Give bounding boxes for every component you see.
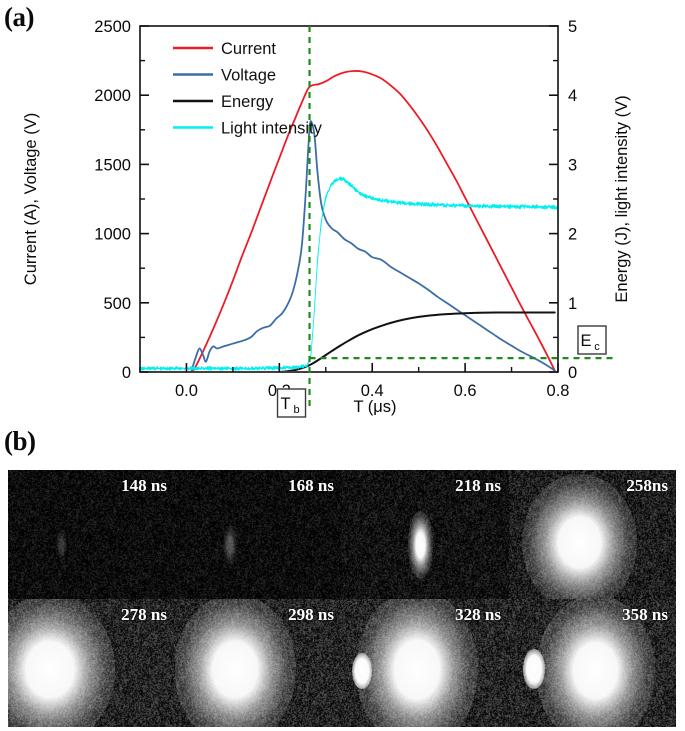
frame-timestamp: 278 ns	[121, 604, 167, 624]
frame-cell[interactable]: 148 ns	[8, 470, 175, 599]
frame-cell[interactable]: 218 ns	[342, 470, 509, 599]
frame-timestamp: 218 ns	[455, 476, 501, 495]
y-tick-label-right: 1	[568, 295, 577, 313]
frame-timestamp: 258ns	[626, 476, 668, 495]
frame-cell[interactable]: 328 ns	[342, 598, 509, 727]
frame-cell[interactable]: 278 ns	[8, 598, 175, 727]
tb-label-box	[276, 388, 307, 418]
y-axis-title-left: Current (A), Voltage (V)	[22, 113, 40, 285]
plot-border	[139, 25, 559, 373]
chart-svg: 050010001500200025000123450.00.20.40.60.…	[22, 18, 631, 418]
y-tick-label-left: 1500	[94, 156, 131, 174]
y-tick-label-right: 2	[568, 226, 577, 244]
y-tick-label-right: 3	[568, 156, 577, 174]
frame-row: 148 ns 168 ns 218 ns 258ns	[8, 470, 676, 599]
y-tick-label-left: 2000	[94, 87, 131, 105]
series-layer	[141, 70, 557, 371]
ec-label-text: E	[580, 332, 591, 350]
tb-label-subscript: b	[293, 404, 299, 416]
axis-tick-labels: 050010001500200025000123450.00.20.40.60.…	[94, 18, 577, 400]
high-speed-frames-panel: 148 ns 168 ns 218 ns 258ns 278 ns 298 ns 328 n…	[8, 470, 676, 727]
plasma-blob	[56, 528, 67, 561]
frame-timestamp: 358 ns	[622, 604, 668, 624]
series-voltage	[190, 120, 556, 371]
frame-cell[interactable]: 258ns	[509, 470, 676, 599]
x-tick-label: 0.6	[454, 382, 477, 400]
y-tick-label-left: 0	[122, 364, 131, 382]
plasma-blob	[175, 598, 297, 727]
legend-label-voltage: Voltage	[221, 67, 276, 85]
chart-legend: Current Voltage Energy Light intensity	[173, 40, 323, 138]
plasma-blob-secondary	[523, 649, 546, 690]
plasma-blob	[521, 473, 637, 599]
y-tick-label-right: 4	[568, 87, 577, 105]
axis-titles: Current (A), Voltage (V) Energy (J), ligh…	[22, 95, 631, 416]
plot-frame	[139, 25, 559, 373]
frame-timestamp: 328 ns	[455, 604, 501, 624]
axis-ticks	[139, 25, 559, 373]
plasma-blob	[222, 525, 238, 565]
plasma-blob	[8, 598, 115, 727]
tb-label-text: T	[280, 395, 290, 413]
frame-timestamp: 148 ns	[121, 476, 167, 495]
x-axis-title: T (μs)	[353, 398, 396, 416]
series-energy	[279, 311, 556, 371]
y-tick-label-left: 2500	[94, 18, 131, 36]
series-current	[191, 70, 556, 371]
x-tick-label: 0.0	[175, 382, 198, 400]
x-tick-label: 0.8	[547, 382, 570, 400]
ec-label-box	[577, 325, 607, 355]
marker-lines	[308, 26, 616, 406]
frame-row: 278 ns 298 ns 328 ns 358 ns	[8, 598, 676, 727]
x-tick-label: 0.4	[361, 382, 384, 400]
frame-cell[interactable]: 298 ns	[175, 598, 342, 727]
panel-a-label: (a)	[4, 2, 34, 32]
y-tick-label-right: 0	[568, 364, 577, 382]
y-tick-label-right: 5	[568, 18, 577, 36]
frame-cell[interactable]: 358 ns	[509, 598, 676, 727]
legend-label-light-intensity: Light intensity	[221, 120, 323, 138]
frame-cell[interactable]: 168 ns	[175, 470, 342, 599]
frame-timestamp: 298 ns	[288, 604, 334, 624]
plasma-blob-secondary	[352, 652, 373, 689]
y-tick-label-left: 1000	[94, 226, 131, 244]
plasma-blob	[407, 510, 434, 579]
panel-b-label: (b)	[4, 426, 36, 456]
oscilloscope-chart: 050010001500200025000123450.00.20.40.60.…	[22, 18, 631, 418]
legend-label-current: Current	[221, 40, 276, 58]
ec-label-subscript: c	[594, 341, 600, 353]
y-axis-title-right: Energy (J), light intensity (V)	[613, 95, 631, 302]
legend-label-energy: Energy	[221, 93, 274, 111]
y-tick-label-left: 500	[103, 295, 131, 313]
frame-timestamp: 168 ns	[288, 476, 334, 495]
